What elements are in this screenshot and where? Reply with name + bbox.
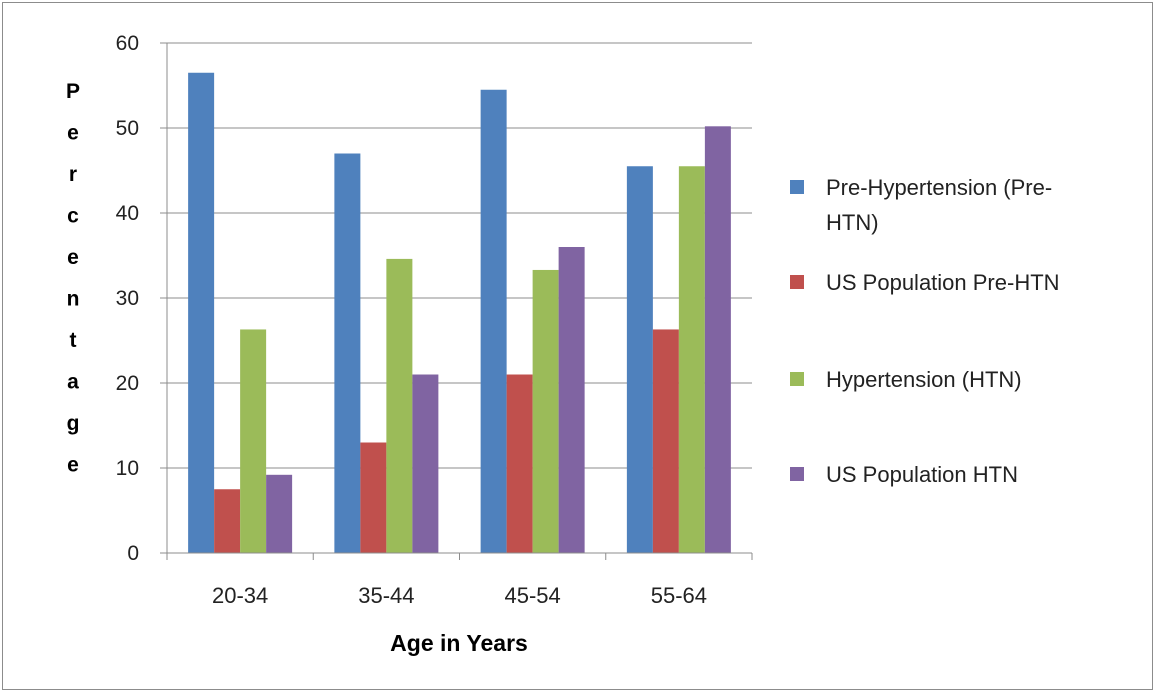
y-tick-label: 0 xyxy=(127,542,139,565)
bar xyxy=(360,442,387,553)
bar xyxy=(532,269,559,553)
legend-swatch xyxy=(790,372,804,386)
bars xyxy=(188,72,731,554)
legend-label: US Population Pre-HTN xyxy=(826,270,1060,295)
y-axis-title-letter: r xyxy=(69,163,77,186)
x-tick-label: 55-64 xyxy=(651,583,707,608)
y-axis-title-letter: a xyxy=(67,371,79,394)
legend-swatch xyxy=(790,275,804,289)
bar xyxy=(412,374,439,553)
y-axis-title-letter: e xyxy=(67,454,79,477)
x-tick-label: 20-34 xyxy=(212,583,268,608)
bar xyxy=(240,329,267,553)
y-axis-title-letter: t xyxy=(70,329,77,352)
bar xyxy=(334,153,361,553)
bar xyxy=(652,329,679,553)
y-axis-title-letter: e xyxy=(67,246,79,269)
y-axis-title-letter: g xyxy=(67,412,80,435)
axes xyxy=(166,43,753,560)
legend-label: Pre-Hypertension (Pre- xyxy=(826,175,1052,200)
y-tick-label: 50 xyxy=(116,117,139,140)
y-tick-label: 10 xyxy=(116,457,139,480)
bar xyxy=(480,89,507,553)
y-axis-title-letter: n xyxy=(67,288,80,311)
legend-label: Hypertension (HTN) xyxy=(826,367,1022,392)
y-tick-labels: 0 10 20 30 40 50 60 xyxy=(116,32,139,565)
y-axis-title-letter: c xyxy=(67,205,79,228)
bar xyxy=(214,489,241,553)
y-axis-title-letter: P xyxy=(66,80,80,103)
x-tick-labels: 20-34 35-44 45-54 55-64 xyxy=(212,583,707,608)
legend-label-line2: HTN) xyxy=(826,210,879,235)
legend: Pre-Hypertension (Pre- HTN) US Population … xyxy=(790,175,1060,487)
bar xyxy=(626,166,653,553)
bar xyxy=(506,374,533,553)
legend-label: US Population HTN xyxy=(826,462,1018,487)
x-tick-label: 35-44 xyxy=(358,583,414,608)
legend-swatch xyxy=(790,180,804,194)
bar xyxy=(386,258,413,553)
y-axis-title-letter: e xyxy=(67,122,79,145)
legend-swatch xyxy=(790,467,804,481)
y-tick-label: 60 xyxy=(116,32,139,55)
y-tick-label: 40 xyxy=(116,202,139,225)
x-tick-label: 45-54 xyxy=(504,583,560,608)
bar xyxy=(188,72,215,553)
x-axis-title: Age in Years xyxy=(390,630,528,656)
y-tick-label: 20 xyxy=(116,372,139,395)
bar xyxy=(678,166,705,553)
bar xyxy=(266,474,293,553)
bar xyxy=(558,247,585,553)
y-tick-label: 30 xyxy=(116,287,139,310)
bar xyxy=(704,126,731,554)
